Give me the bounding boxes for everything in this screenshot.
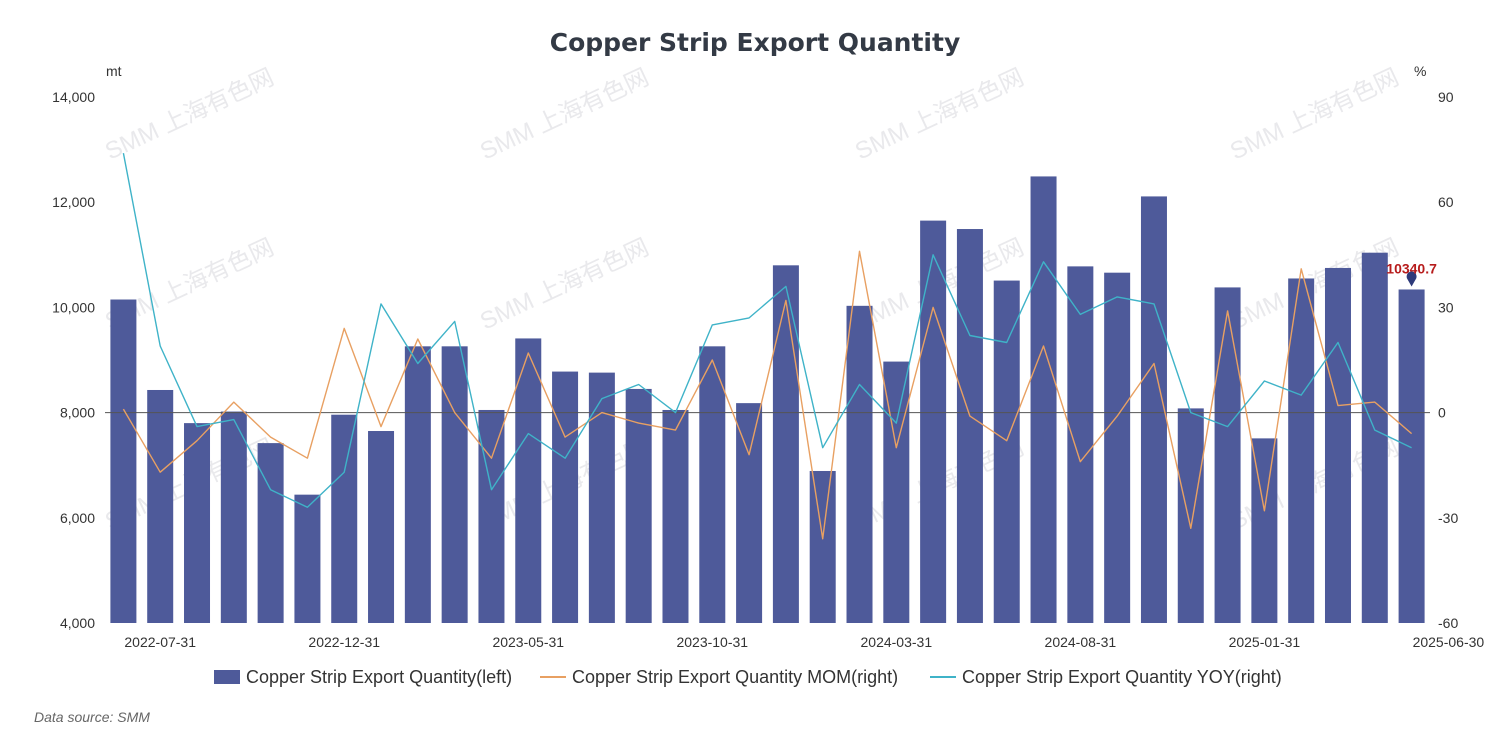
- x-axis-tick-label: 2022-07-31: [124, 634, 196, 650]
- x-axis-tick-label: 2023-05-31: [492, 634, 564, 650]
- bar: [404, 346, 431, 623]
- bar: [184, 423, 211, 623]
- left-axis-tick-label: 6,000: [60, 510, 95, 526]
- bar: [1251, 438, 1278, 623]
- bar: [699, 346, 726, 623]
- right-axis-tick-label: 90: [1438, 89, 1454, 105]
- legend-label: Copper Strip Export Quantity YOY(right): [962, 667, 1282, 687]
- x-axis-tick-label: 2025-06-30: [1413, 634, 1485, 650]
- chart-title: Copper Strip Export Quantity: [550, 28, 961, 57]
- right-axis-tick-label: 30: [1438, 299, 1454, 315]
- bar: [662, 409, 689, 623]
- bar: [625, 388, 652, 623]
- x-axis-tick-label: 2024-03-31: [861, 634, 933, 650]
- bar: [1030, 176, 1057, 623]
- left-axis-tick-label: 14,000: [52, 89, 95, 105]
- bar: [1324, 267, 1351, 623]
- data-source: Data source: SMM: [34, 709, 150, 725]
- x-axis-tick-label: 2024-08-31: [1045, 634, 1117, 650]
- last-value-pin-icon: [1406, 271, 1417, 287]
- watermark-text: SMM 上海有色网: [476, 234, 653, 336]
- legend: Copper Strip Export Quantity(left) Copper…: [214, 667, 1282, 687]
- right-axis-tick-label: 60: [1438, 194, 1454, 210]
- x-axis-tick-label: 2022-12-31: [308, 634, 380, 650]
- bar: [846, 305, 873, 623]
- bar: [1214, 287, 1241, 623]
- line-series: [122, 152, 1413, 540]
- bar-series: [110, 176, 1425, 624]
- bar: [1398, 289, 1425, 623]
- bar: [552, 371, 579, 623]
- bar: [956, 229, 983, 623]
- bar: [772, 265, 799, 623]
- legend-label: Copper Strip Export Quantity MOM(right): [572, 667, 898, 687]
- legend-swatch-bar: [214, 670, 240, 684]
- bar: [1140, 196, 1167, 623]
- bar: [1104, 272, 1131, 623]
- last-value-marker: 10340.7: [1386, 260, 1437, 287]
- bar: [110, 299, 137, 623]
- left-axis-tick-label: 8,000: [60, 405, 95, 421]
- right-axis-ticks: -60 -30 0 30 60 90: [1438, 89, 1458, 631]
- left-axis-tick-label: 10,000: [52, 299, 95, 315]
- bar: [257, 443, 284, 623]
- watermark-text: SMM 上海有色网: [851, 64, 1028, 166]
- right-axis-tick-label: -30: [1438, 510, 1458, 526]
- x-axis-ticks: 2022-07-31 2022-12-31 2023-05-31 2023-10-31…: [124, 634, 1484, 650]
- left-axis-tick-label: 12,000: [52, 194, 95, 210]
- mom-line: [122, 250, 1413, 540]
- bar: [294, 494, 321, 623]
- bar: [478, 409, 505, 623]
- x-axis-tick-label: 2023-10-31: [676, 634, 748, 650]
- bar: [736, 403, 763, 623]
- bar: [1361, 252, 1388, 624]
- bar: [220, 411, 247, 623]
- right-axis-tick-label: 0: [1438, 405, 1446, 421]
- yoy-line: [122, 152, 1412, 508]
- bar: [441, 346, 468, 623]
- legend-label: Copper Strip Export Quantity(left): [246, 667, 512, 687]
- bar: [588, 372, 615, 623]
- left-axis-ticks: 4,000 6,000 8,000 10,000 12,000 14,000: [52, 89, 95, 631]
- bar: [809, 470, 836, 623]
- bar: [993, 280, 1020, 623]
- bar: [1067, 266, 1094, 623]
- right-axis-unit: %: [1414, 63, 1426, 79]
- bar: [368, 431, 395, 623]
- bar: [920, 220, 947, 624]
- bar: [147, 389, 174, 623]
- right-axis-tick-label: -60: [1438, 615, 1458, 631]
- x-axis-tick-label: 2025-01-31: [1229, 634, 1301, 650]
- bar: [1288, 278, 1315, 623]
- bar: [331, 414, 358, 623]
- last-value-label: 10340.7: [1386, 260, 1437, 276]
- watermark-text: SMM 上海有色网: [1226, 64, 1403, 166]
- watermark-text: SMM 上海有色网: [101, 64, 278, 166]
- bar: [1177, 408, 1204, 623]
- left-axis-unit: mt: [106, 63, 122, 79]
- watermark-text: SMM 上海有色网: [476, 64, 653, 166]
- left-axis-tick-label: 4,000: [60, 615, 95, 631]
- bar: [515, 338, 542, 623]
